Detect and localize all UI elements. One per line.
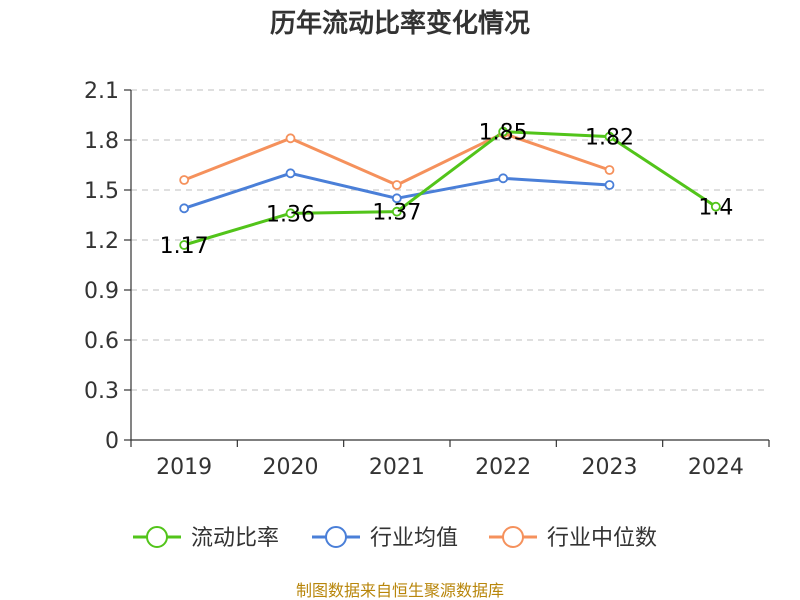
- y-tick-label: 0.3: [84, 379, 119, 404]
- series-lines: [183, 130, 717, 247]
- x-tick-label: 2024: [688, 455, 744, 480]
- data-labels: 1.17 1.36 1.37 1.85 1.82 1.4: [160, 121, 734, 259]
- y-tick-label: 0.6: [84, 329, 119, 354]
- y-tick-label: 0: [105, 429, 119, 454]
- x-tick-label: 2020: [263, 455, 319, 480]
- x-tick-label: 2023: [582, 455, 638, 480]
- series-points: [179, 126, 721, 250]
- x-tick-label: 2021: [369, 455, 425, 480]
- legend-label: 行业中位数: [547, 526, 657, 551]
- x-tick-label: 2022: [475, 455, 531, 480]
- y-tick-label: 1.2: [84, 229, 119, 254]
- legend-marker: [325, 526, 347, 548]
- legend-marker: [502, 526, 524, 548]
- legend-label: 行业均值: [370, 526, 458, 551]
- data-point: [285, 168, 296, 179]
- y-tick-label: 1.5: [84, 179, 119, 204]
- data-label: 1.4: [698, 196, 733, 221]
- legend-label: 流动比率: [191, 526, 279, 551]
- data-point: [391, 193, 402, 204]
- data-label: 1.82: [585, 126, 634, 151]
- axes: 0 0.3 0.6 0.9 1.2 1.5 1.8 2.1 2019 2020 2021 2022 20…: [84, 79, 770, 480]
- series-line: [183, 130, 717, 247]
- legend: 流动比率 行业均值 行业中位数: [133, 526, 657, 551]
- source-note: 制图数据来自恒生聚源数据库: [296, 581, 504, 600]
- data-label: 1.17: [160, 234, 209, 259]
- y-tick-label: 2.1: [84, 79, 119, 104]
- data-point: [710, 201, 721, 212]
- data-point: [604, 165, 615, 175]
- data-label: 1.37: [372, 201, 421, 226]
- data-point: [179, 240, 190, 250]
- data-label: 1.85: [479, 121, 528, 146]
- data-point: [391, 206, 402, 217]
- grid-lines: [131, 89, 769, 391]
- data-point: [285, 133, 296, 144]
- data-point: [498, 173, 509, 184]
- data-label: 1.36: [266, 202, 315, 227]
- data-point: [179, 175, 190, 185]
- data-point: [391, 180, 402, 190]
- x-tick-label: 2019: [156, 455, 212, 480]
- data-point: [498, 126, 509, 137]
- data-point: [285, 208, 296, 219]
- y-tick-label: 1.8: [84, 129, 119, 154]
- legend-marker: [146, 526, 168, 548]
- data-point: [179, 203, 190, 214]
- data-point: [604, 180, 615, 190]
- series-line: [183, 131, 610, 187]
- chart-title: 历年流动比率变化情况: [270, 8, 530, 39]
- y-tick-label: 0.9: [84, 279, 119, 304]
- data-point: [604, 131, 615, 142]
